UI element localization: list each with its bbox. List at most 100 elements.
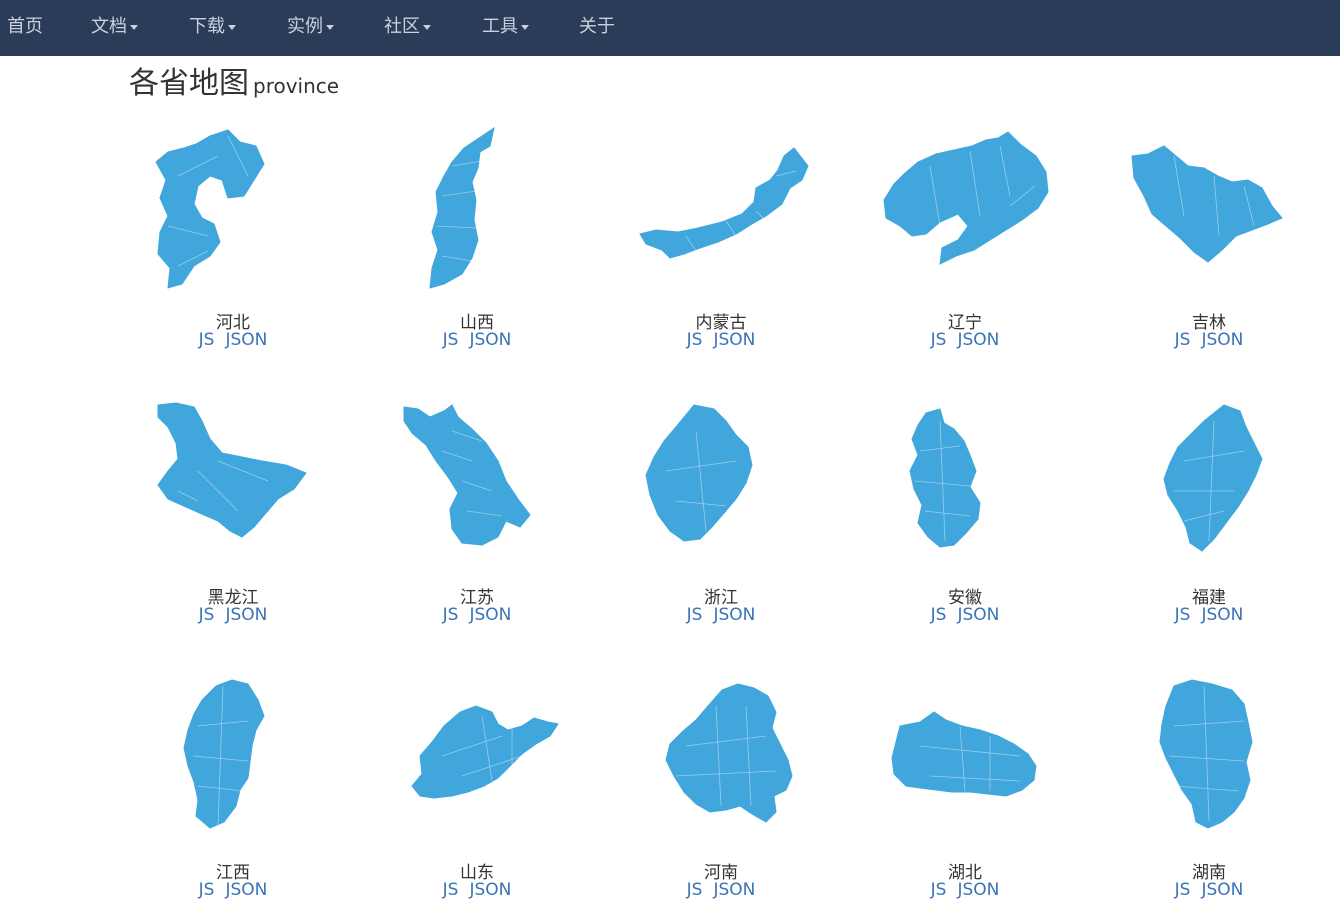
nav-item-5[interactable]: 工具 [482,0,529,56]
province-map-shape [909,408,981,548]
province-map-shape [883,131,1049,265]
nav-item-label: 文档 [91,16,127,37]
city-borders [167,135,249,267]
province-outline [665,683,793,823]
download-links: JS JSON [843,605,1087,625]
province-name: 山西 [460,313,494,333]
nav-item-label: 首页 [7,16,43,37]
json-download-link[interactable]: JSON [225,605,268,625]
json-download-link[interactable]: JSON [713,880,756,900]
province-map-thumbnail[interactable] [626,391,816,581]
download-links: JS JSON [111,880,355,900]
city-borders [192,685,249,827]
province-name: 内蒙古 [695,313,747,333]
json-download-link[interactable]: JSON [713,605,756,625]
js-download-link[interactable]: JS [686,330,703,350]
json-download-link[interactable]: JSON [225,330,268,350]
js-download-link[interactable]: JS [198,880,215,900]
json-download-link[interactable]: JSON [713,330,756,350]
download-links: JS JSON [1087,880,1331,900]
province-map-thumbnail[interactable] [870,116,1060,306]
city-borders [929,145,1036,227]
js-download-link[interactable]: JS [1174,330,1191,350]
json-download-link[interactable]: JSON [957,605,1000,625]
province-outline [1159,679,1253,829]
nav-item-2[interactable]: 下载 [189,0,236,56]
nav-item-6[interactable]: 关于 [579,0,615,56]
nav-item-4[interactable]: 社区 [384,0,431,56]
nav-item-0[interactable]: 首页 [7,0,43,56]
province-outline [1131,145,1283,263]
province-outline [403,404,531,546]
js-download-link[interactable]: JS [442,605,459,625]
download-links: JS JSON [843,330,1087,350]
json-download-link[interactable]: JSON [1201,330,1244,350]
caret-down-icon [423,24,431,30]
province-card: 江苏 JS JSON [355,385,599,645]
json-download-link[interactable]: JSON [1201,605,1244,625]
js-download-link[interactable]: JS [198,605,215,625]
province-map-thumbnail[interactable] [382,116,572,306]
nav-item-1[interactable]: 文档 [91,0,138,56]
json-download-link[interactable]: JSON [1201,880,1244,900]
json-download-link[interactable]: JSON [469,605,512,625]
js-download-link[interactable]: JS [1174,880,1191,900]
download-links: JS JSON [355,880,599,900]
province-map-shape [183,679,265,829]
province-name: 湖南 [1192,863,1226,883]
json-download-link[interactable]: JSON [957,330,1000,350]
province-card: 河南 JS JSON [599,660,843,920]
download-links: JS JSON [355,605,599,625]
json-download-link[interactable]: JSON [225,880,268,900]
province-name: 安徽 [948,588,982,608]
province-card: 浙江 JS JSON [599,385,843,645]
province-card: 湖南 JS JSON [1087,660,1331,920]
province-map-thumbnail[interactable] [626,666,816,856]
js-download-link[interactable]: JS [930,880,947,900]
download-links: JS JSON [111,330,355,350]
province-name: 江西 [216,863,250,883]
js-download-link[interactable]: JS [686,880,703,900]
city-borders [919,725,1021,792]
json-download-link[interactable]: JSON [469,880,512,900]
province-outline [155,129,265,289]
province-map-thumbnail[interactable] [382,391,572,581]
js-download-link[interactable]: JS [198,330,215,350]
download-links: JS JSON [599,330,843,350]
province-card: 河北 JS JSON [111,110,355,370]
province-map-thumbnail[interactable] [870,666,1060,856]
nav-item-label: 社区 [384,16,420,37]
province-map-thumbnail[interactable] [1114,666,1304,856]
page-title-sub: province [253,74,340,98]
province-outline [411,705,559,799]
js-download-link[interactable]: JS [442,880,459,900]
city-borders [675,705,777,807]
json-download-link[interactable]: JSON [957,880,1000,900]
province-map-thumbnail[interactable] [626,116,816,306]
city-borders [1174,420,1245,542]
province-map-thumbnail[interactable] [138,116,328,306]
js-download-link[interactable]: JS [930,605,947,625]
json-download-link[interactable]: JSON [469,330,512,350]
province-map-thumbnail[interactable] [138,391,328,581]
province-card: 吉林 JS JSON [1087,110,1331,370]
js-download-link[interactable]: JS [1174,605,1191,625]
province-card: 内蒙古 JS JSON [599,110,843,370]
city-borders [177,460,269,512]
province-map-thumbnail[interactable] [1114,391,1304,581]
js-download-link[interactable]: JS [442,330,459,350]
province-map-thumbnail[interactable] [1114,116,1304,306]
province-map-shape [429,126,495,289]
province-outline [891,711,1037,797]
download-links: JS JSON [355,330,599,350]
province-name: 福建 [1192,588,1226,608]
nav-item-3[interactable]: 实例 [287,0,334,56]
js-download-link[interactable]: JS [686,605,703,625]
province-map-thumbnail[interactable] [870,391,1060,581]
province-map-shape [157,402,307,538]
province-map-thumbnail[interactable] [382,666,572,856]
province-outline [639,147,809,259]
js-download-link[interactable]: JS [930,330,947,350]
province-map-thumbnail[interactable] [138,666,328,856]
province-map-shape [1131,145,1283,263]
